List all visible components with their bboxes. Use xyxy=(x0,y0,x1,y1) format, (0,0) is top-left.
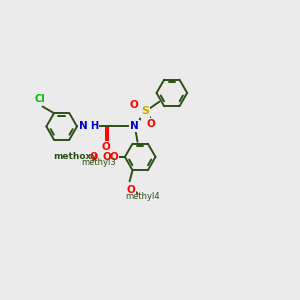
Text: methyl4: methyl4 xyxy=(125,192,160,201)
Text: O: O xyxy=(90,152,98,162)
Text: Cl: Cl xyxy=(35,94,46,104)
Text: S: S xyxy=(141,106,149,116)
Text: O: O xyxy=(147,119,156,129)
Text: methyl3: methyl3 xyxy=(81,158,116,167)
Text: O: O xyxy=(102,152,111,162)
Text: methoxy: methoxy xyxy=(53,152,97,161)
Text: H: H xyxy=(90,122,98,131)
Text: O: O xyxy=(101,142,110,152)
Text: N: N xyxy=(79,122,88,131)
Text: O: O xyxy=(109,152,118,162)
Text: O: O xyxy=(127,185,136,196)
Text: O: O xyxy=(130,100,139,110)
Text: N: N xyxy=(130,122,139,131)
